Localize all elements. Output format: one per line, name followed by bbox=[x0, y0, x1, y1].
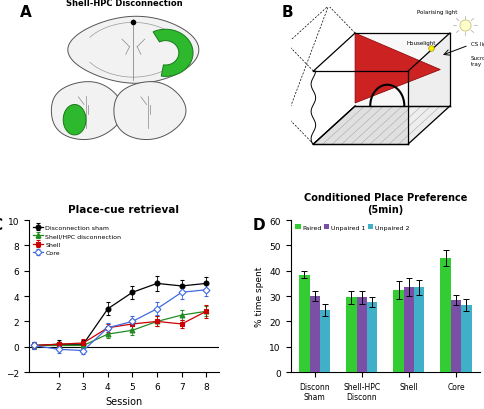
Bar bbox=[393, 290, 403, 372]
Y-axis label: % time spent: % time spent bbox=[254, 266, 263, 326]
X-axis label: Session: Session bbox=[105, 396, 142, 407]
Bar bbox=[460, 305, 470, 372]
Text: Sucrose
tray: Sucrose tray bbox=[469, 56, 484, 67]
Polygon shape bbox=[354, 34, 449, 107]
Legend: Paired, Unpaired 1, Unpaired 2: Paired, Unpaired 1, Unpaired 2 bbox=[293, 224, 410, 231]
Polygon shape bbox=[153, 30, 193, 77]
Text: C: C bbox=[0, 218, 2, 232]
Polygon shape bbox=[63, 105, 86, 135]
Polygon shape bbox=[354, 34, 439, 104]
Polygon shape bbox=[51, 83, 123, 140]
Bar bbox=[346, 298, 356, 372]
Text: A: A bbox=[19, 5, 31, 20]
Polygon shape bbox=[408, 34, 449, 145]
Bar bbox=[413, 288, 424, 372]
Legend: Disconnection sham, Shell/HPC disconnection, Shell, Core: Disconnection sham, Shell/HPC disconnect… bbox=[32, 224, 122, 257]
Bar bbox=[366, 303, 377, 372]
Bar bbox=[299, 275, 309, 372]
Bar bbox=[450, 300, 460, 372]
Polygon shape bbox=[114, 83, 185, 140]
Text: Houselight: Houselight bbox=[406, 40, 435, 45]
Bar bbox=[439, 258, 450, 372]
Text: CS light: CS light bbox=[469, 42, 484, 47]
Bar bbox=[309, 297, 319, 372]
Bar bbox=[403, 288, 413, 372]
Bar bbox=[356, 298, 366, 372]
Bar bbox=[319, 310, 330, 372]
Text: Polarising light: Polarising light bbox=[416, 10, 456, 15]
Title: Shell-HPC Disconnection: Shell-HPC Disconnection bbox=[65, 0, 182, 8]
Polygon shape bbox=[68, 17, 198, 84]
Text: D: D bbox=[252, 218, 265, 232]
Title: Place-cue retrieval: Place-cue retrieval bbox=[68, 204, 179, 214]
Title: Conditioned Place Preference
(5min): Conditioned Place Preference (5min) bbox=[303, 193, 466, 214]
Polygon shape bbox=[313, 107, 449, 145]
Text: B: B bbox=[281, 5, 292, 20]
